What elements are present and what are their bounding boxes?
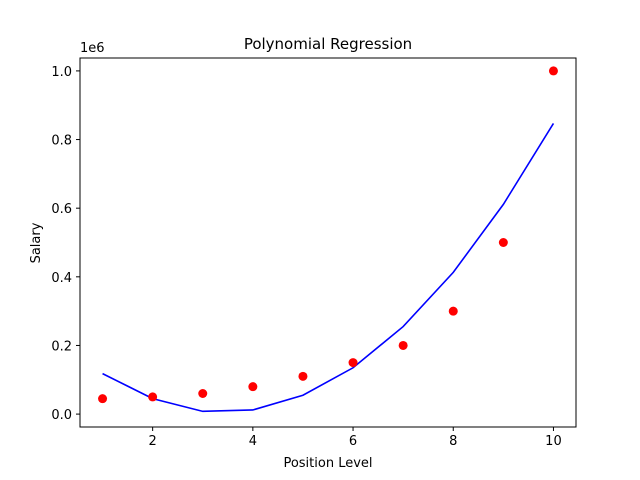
x-tick-label: 2 [149,434,157,449]
y-axis-label: Salary [29,222,44,263]
y-tick-label: 0.0 [51,408,72,423]
chart-title: Polynomial Regression [244,35,412,53]
y-tick-label: 0.6 [51,202,72,217]
axes-frame [79,57,577,428]
x-tick-label: 4 [249,434,257,449]
x-tick-label: 8 [449,434,457,449]
x-tick-label: 6 [349,434,357,449]
y-tick-label: 0.2 [51,339,72,354]
data-point [398,340,408,350]
x-tick-label: 10 [545,434,562,449]
data-point [98,394,108,404]
x-axis: 2 4 6 8 10 [149,427,562,449]
series-layer [98,66,558,413]
data-point [348,358,358,368]
y-offset-text: 1e6 [80,41,105,56]
data-point [448,306,458,316]
data-point [498,238,508,247]
regression-line [102,122,555,413]
y-tick-label: 1.0 [51,65,72,80]
data-point [298,371,308,381]
y-tick-label: 0.8 [51,134,72,149]
data-point [548,66,558,76]
data-point [148,392,158,402]
y-tick-label: 0.4 [51,271,72,286]
y-axis: 0.0 0.2 0.4 0.6 0.8 1.0 [51,65,80,423]
data-point [248,382,258,392]
x-axis-label: Position Level [283,456,372,471]
plot-area: 2 4 6 8 10 0.0 0.2 0.4 0.6 0.8 1.0 [51,57,577,449]
data-point [198,389,208,399]
